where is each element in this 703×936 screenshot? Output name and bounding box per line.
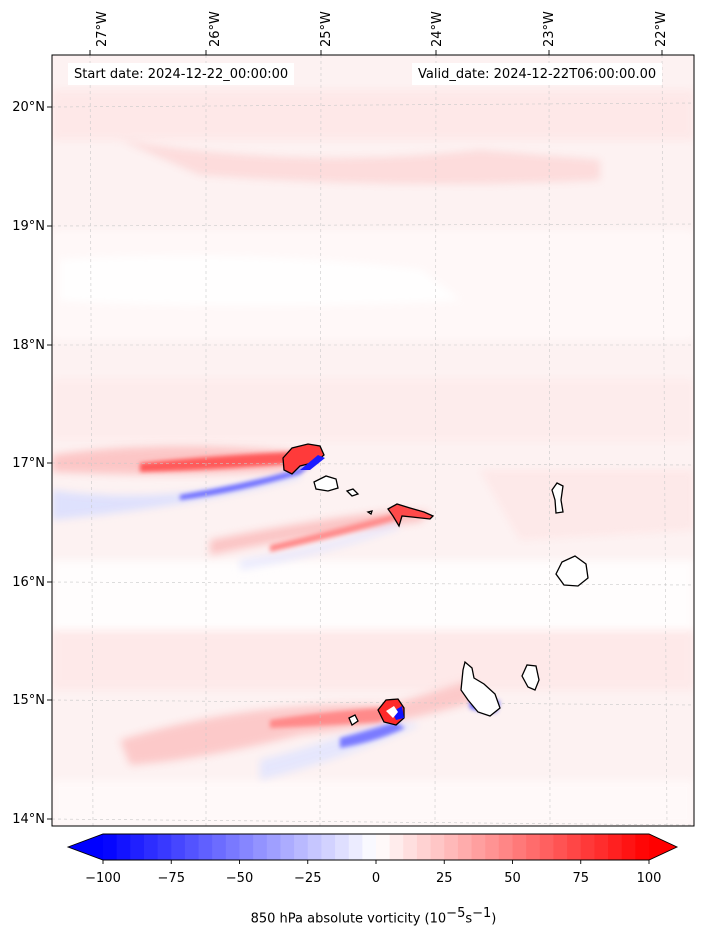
colorbar-bin [212,834,227,860]
lon-label: 23°W [542,11,557,47]
colorbar-bin [130,834,145,860]
colorbar-label-prefix: 850 hPa absolute vorticity (10 [250,911,447,927]
colorbar-bin [580,834,595,860]
colorbar-tick-label: 50 [504,871,521,886]
island-sal [551,482,564,514]
colorbar-bin [567,834,582,860]
colorbar-bin [376,834,391,860]
colorbar-bin [294,834,309,860]
island-sao-vicente [313,475,339,492]
colorbar-bin [266,834,282,860]
colorbar-tick-label: 75 [572,871,589,886]
start-date-label: Start date: 2024-12-22_00:00:00 [68,63,295,85]
colorbar-tick-label: −100 [85,871,121,886]
colorbar-bin [362,834,377,860]
island-maio [521,664,540,691]
colorbar-bin [307,834,322,860]
colorbar-bin [348,834,363,860]
island-sao-nicolau [387,503,435,528]
colorbar-bin [389,834,404,860]
lat-label: 14°N [12,812,45,827]
island-boa-vista [555,555,589,587]
colorbar-extend-low [68,834,103,860]
colorbar-extend-high [649,834,677,860]
colorbar-bin [280,834,295,860]
lat-label: 20°N [12,100,45,115]
map-frame [51,54,695,827]
lat-label: 19°N [12,219,45,234]
lat-label: 16°N [12,575,45,590]
island-brava [348,714,359,726]
lon-label: 26°W [208,11,223,47]
colorbar-bin [239,834,254,860]
colorbar-bin [253,834,268,860]
colorbar-bin [321,834,336,860]
island-santa-luzia [345,488,360,497]
lat-label: 17°N [12,456,45,471]
graticule [52,55,694,826]
lon-label: 25°W [319,11,334,47]
island-raso [366,510,373,516]
colorbar-label-suffix: ) [491,911,497,927]
colorbar-bin [225,834,241,860]
colorbar-bin [184,834,200,860]
colorbar-bin [157,834,172,860]
colorbar-bin [621,834,636,860]
lon-axis: 27°W 26°W 25°W 24°W 23°W 22°W [89,11,669,55]
colorbar-bin [116,834,131,860]
colorbar-bin [498,834,514,860]
colorbar-bin [198,834,213,860]
lat-axis: 20°N 19°N 18°N 17°N 16°N 15°N 14°N [12,100,52,827]
colorbar-label: 850 hPa absolute vorticity (10−5s−1) [0,906,703,926]
colorbar-bin [594,834,609,860]
colorbar-bin [430,834,445,860]
island-outlines [282,443,589,726]
colorbar-bin [171,834,186,860]
colorbar-bin [608,834,623,860]
lat-label: 15°N [12,693,45,708]
colorbar-label-mid: s [465,911,473,927]
colorbar-bin [512,834,527,860]
colorbar-tick-label: −75 [158,871,185,886]
colorbar-bin [553,834,568,860]
lon-label: 22°W [654,11,669,47]
lon-label: 27°W [95,11,110,47]
colorbar-bin [403,834,418,860]
lon-label: 24°W [430,11,445,47]
valid-date-label: Valid_date: 2024-12-22T06:00:00.00 [412,63,663,85]
colorbar-bin [103,834,118,860]
vorticity-field [52,90,694,826]
colorbar-tick-label: −25 [294,871,321,886]
colorbar-bin [471,834,486,860]
colorbar-bin [444,834,459,860]
colorbar-bin [143,834,159,860]
colorbar-tick-label: 100 [637,871,662,886]
colorbar-label-exp2: −1 [472,906,492,921]
colorbar-tick-label: 0 [372,871,380,886]
colorbar-tick-label: −50 [226,871,253,886]
colorbar-bin [635,834,650,860]
colorbar: −100 −75 −50 −25 0 25 50 75 100 [66,833,679,886]
colorbar-bin [335,834,350,860]
lat-label: 18°N [12,338,45,353]
colorbar-tick-label: 25 [436,871,453,886]
colorbar-bin [526,834,541,860]
colorbar-bin [539,834,555,860]
colorbar-bin [416,834,432,860]
map-panel [52,55,694,826]
island-santiago [460,660,501,717]
colorbar-bin [457,834,473,860]
colorbar-bin [485,834,500,860]
colorbar-label-exp1: −5 [446,906,466,921]
